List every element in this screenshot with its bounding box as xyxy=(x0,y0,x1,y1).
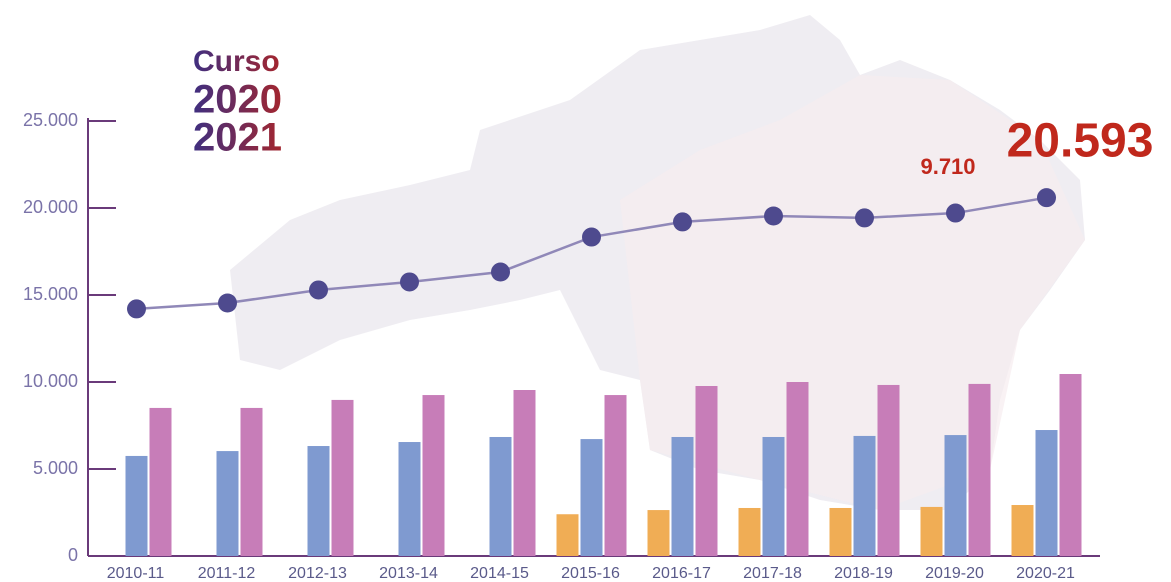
bar xyxy=(671,436,694,556)
line-point xyxy=(946,203,965,223)
line-point xyxy=(400,272,419,292)
bar xyxy=(877,384,900,556)
x-tick-label: 2019-20 xyxy=(925,565,984,582)
line-point xyxy=(764,206,783,226)
bar xyxy=(1059,373,1082,556)
bar xyxy=(829,507,852,556)
bar xyxy=(786,382,809,556)
bar xyxy=(216,451,239,556)
line-point xyxy=(218,293,237,313)
bar xyxy=(1035,430,1058,556)
y-tick-label: 0 xyxy=(68,545,78,565)
bar xyxy=(647,510,670,556)
title-line: 2021 xyxy=(193,116,282,160)
x-tick-label: 2017-18 xyxy=(743,565,802,582)
bar xyxy=(240,407,263,556)
bar xyxy=(920,506,943,556)
bar xyxy=(513,390,536,556)
bar xyxy=(853,435,876,556)
bar xyxy=(738,507,761,556)
line-point xyxy=(855,208,874,228)
x-tick-label: 2014-15 xyxy=(470,565,529,582)
bar xyxy=(307,446,330,556)
title-line: 2020 xyxy=(193,78,282,122)
data-label: 20.593 xyxy=(1007,114,1154,167)
title-line: Curso xyxy=(193,45,280,78)
x-tick-label: 2016-17 xyxy=(652,565,711,582)
y-tick-label: 5.000 xyxy=(33,458,78,478)
y-tick-label: 10.000 xyxy=(23,371,78,391)
line-point xyxy=(582,227,601,247)
bar xyxy=(1011,505,1034,556)
x-tick-label: 2015-16 xyxy=(561,565,620,582)
line-point xyxy=(673,212,692,232)
bar xyxy=(331,399,354,556)
bar xyxy=(604,395,627,556)
bar xyxy=(149,407,172,556)
bar xyxy=(125,455,148,556)
x-tick-label: 2012-13 xyxy=(288,565,347,582)
x-tick-label: 2011-12 xyxy=(198,565,256,582)
line-point xyxy=(309,280,328,300)
bar xyxy=(422,395,445,556)
bar xyxy=(556,514,579,556)
line-point xyxy=(127,299,146,319)
x-tick-label: 2013-14 xyxy=(379,565,438,582)
annotation: 9.710 xyxy=(920,154,975,179)
x-tick-label: 2018-19 xyxy=(834,565,893,582)
bar xyxy=(398,442,421,556)
bar xyxy=(489,436,512,556)
y-tick-label: 15.000 xyxy=(23,284,78,304)
line-point xyxy=(1037,188,1056,208)
y-tick-label: 20.000 xyxy=(23,197,78,217)
x-tick-label: 2020-21 xyxy=(1016,565,1075,582)
bar xyxy=(968,383,991,556)
bar xyxy=(944,435,967,556)
bar xyxy=(762,436,785,556)
x-tick-label: 2010-11 xyxy=(107,565,165,582)
line-point xyxy=(491,262,510,282)
y-tick-label: 25.000 xyxy=(23,110,78,130)
bar xyxy=(580,439,603,556)
bar xyxy=(695,386,718,556)
